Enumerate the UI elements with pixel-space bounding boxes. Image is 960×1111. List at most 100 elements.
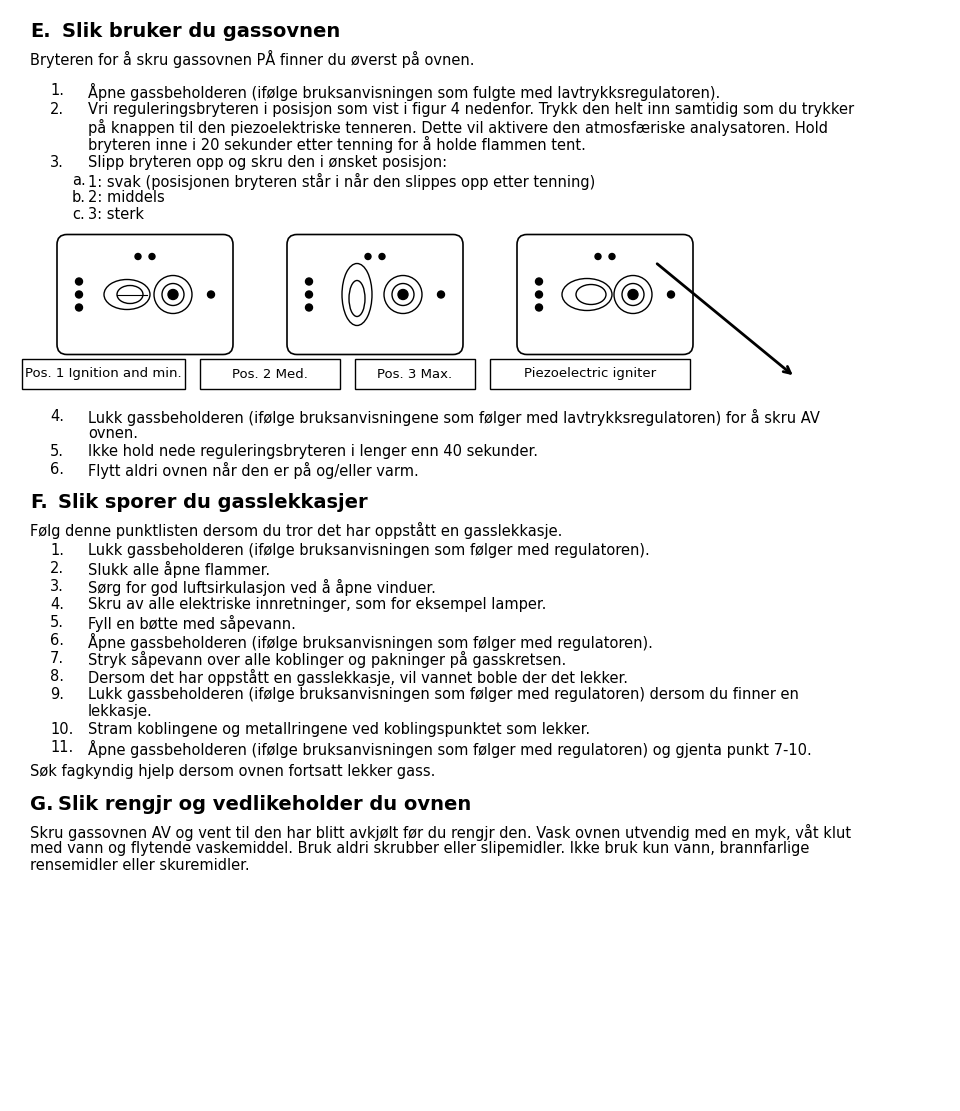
Circle shape bbox=[667, 291, 675, 298]
FancyBboxPatch shape bbox=[517, 234, 693, 354]
Text: lekkasje.: lekkasje. bbox=[88, 704, 153, 719]
FancyBboxPatch shape bbox=[287, 234, 463, 354]
Text: 10.: 10. bbox=[50, 722, 73, 737]
Text: 2.: 2. bbox=[50, 102, 64, 117]
Text: bryteren inne i 20 sekunder etter tenning for å holde flammen tent.: bryteren inne i 20 sekunder etter tennin… bbox=[88, 136, 586, 153]
Text: på knappen til den piezoelektriske tenneren. Dette vil aktivere den atmosfæriske: på knappen til den piezoelektriske tenne… bbox=[88, 119, 828, 136]
Text: Slik sporer du gasslekkasjer: Slik sporer du gasslekkasjer bbox=[58, 493, 368, 512]
Text: 3.: 3. bbox=[50, 156, 64, 170]
Text: Søk fagkyndig hjelp dersom ovnen fortsatt lekker gass.: Søk fagkyndig hjelp dersom ovnen fortsat… bbox=[30, 764, 436, 779]
Text: Ikke hold nede reguleringsbryteren i lenger enn 40 sekunder.: Ikke hold nede reguleringsbryteren i len… bbox=[88, 444, 538, 459]
FancyBboxPatch shape bbox=[200, 359, 340, 389]
Text: Lukk gassbeholderen (ifølge bruksanvisningen som følger med regulatoren) dersom : Lukk gassbeholderen (ifølge bruksanvisni… bbox=[88, 687, 799, 702]
Ellipse shape bbox=[384, 276, 422, 313]
Text: Pos. 1 Ignition and min.: Pos. 1 Ignition and min. bbox=[25, 368, 181, 380]
Text: Sørg for god luftsirkulasjon ved å åpne vinduer.: Sørg for god luftsirkulasjon ved å åpne … bbox=[88, 579, 436, 595]
Ellipse shape bbox=[562, 279, 612, 310]
Text: Skru av alle elektriske innretninger, som for eksempel lamper.: Skru av alle elektriske innretninger, so… bbox=[88, 597, 546, 612]
Ellipse shape bbox=[349, 280, 365, 317]
Circle shape bbox=[609, 253, 615, 260]
Ellipse shape bbox=[162, 283, 184, 306]
Text: 6.: 6. bbox=[50, 633, 64, 648]
Text: Bryteren for å skru gassovnen PÅ finner du øverst på ovnen.: Bryteren for å skru gassovnen PÅ finner … bbox=[30, 50, 474, 68]
Text: G.: G. bbox=[30, 795, 54, 814]
Ellipse shape bbox=[576, 284, 606, 304]
Text: Åpne gassbeholderen (ifølge bruksanvisningen som følger med regulatoren).: Åpne gassbeholderen (ifølge bruksanvisni… bbox=[88, 633, 653, 651]
Circle shape bbox=[536, 304, 542, 311]
Circle shape bbox=[305, 291, 313, 298]
Text: Flytt aldri ovnen når den er på og/eller varm.: Flytt aldri ovnen når den er på og/eller… bbox=[88, 462, 419, 479]
Circle shape bbox=[76, 304, 83, 311]
Text: Stram koblingene og metallringene ved koblingspunktet som lekker.: Stram koblingene og metallringene ved ko… bbox=[88, 722, 590, 737]
Ellipse shape bbox=[117, 286, 143, 303]
Ellipse shape bbox=[392, 283, 414, 306]
Text: 3.: 3. bbox=[50, 579, 64, 594]
Circle shape bbox=[168, 290, 178, 300]
Text: Piezoelectric igniter: Piezoelectric igniter bbox=[524, 368, 656, 380]
Ellipse shape bbox=[614, 276, 652, 313]
Text: Åpne gassbeholderen (ifølge bruksanvisningen som følger med regulatoren) og gjen: Åpne gassbeholderen (ifølge bruksanvisni… bbox=[88, 740, 812, 758]
Text: 1.: 1. bbox=[50, 83, 64, 98]
Circle shape bbox=[536, 291, 542, 298]
Circle shape bbox=[305, 304, 313, 311]
Text: a.: a. bbox=[72, 173, 85, 188]
Text: ovnen.: ovnen. bbox=[88, 426, 138, 441]
Text: med vann og flytende vaskemiddel. Bruk aldri skrubber eller slipemidler. Ikke br: med vann og flytende vaskemiddel. Bruk a… bbox=[30, 841, 809, 855]
Circle shape bbox=[365, 253, 371, 260]
Circle shape bbox=[438, 291, 444, 298]
Text: b.: b. bbox=[72, 190, 86, 206]
FancyBboxPatch shape bbox=[355, 359, 475, 389]
Text: Lukk gassbeholderen (ifølge bruksanvisningen som følger med regulatoren).: Lukk gassbeholderen (ifølge bruksanvisni… bbox=[88, 543, 650, 558]
Text: 4.: 4. bbox=[50, 597, 64, 612]
FancyBboxPatch shape bbox=[22, 359, 185, 389]
Text: Fyll en bøtte med såpevann.: Fyll en bøtte med såpevann. bbox=[88, 615, 296, 632]
Text: 5.: 5. bbox=[50, 615, 64, 630]
Circle shape bbox=[207, 291, 214, 298]
Text: Slik bruker du gassovnen: Slik bruker du gassovnen bbox=[62, 22, 340, 41]
Circle shape bbox=[379, 253, 385, 260]
Text: 1: svak (posisjonen bryteren står i når den slippes opp etter tenning): 1: svak (posisjonen bryteren står i når … bbox=[88, 173, 595, 190]
Text: Lukk gassbeholderen (ifølge bruksanvisningene som følger med lavtrykksregulatore: Lukk gassbeholderen (ifølge bruksanvisni… bbox=[88, 409, 820, 426]
Text: 5.: 5. bbox=[50, 444, 64, 459]
Text: Slik rengjr og vedlikeholder du ovnen: Slik rengjr og vedlikeholder du ovnen bbox=[58, 795, 471, 814]
Text: 1.: 1. bbox=[50, 543, 64, 558]
Circle shape bbox=[398, 290, 408, 300]
Text: Dersom det har oppstått en gasslekkasje, vil vannet boble der det lekker.: Dersom det har oppstått en gasslekkasje,… bbox=[88, 669, 628, 685]
Ellipse shape bbox=[342, 263, 372, 326]
Circle shape bbox=[76, 278, 83, 286]
Text: Skru gassovnen AV og vent til den har blitt avkjølt før du rengjr den. Vask ovne: Skru gassovnen AV og vent til den har bl… bbox=[30, 824, 852, 841]
Text: Pos. 2 Med.: Pos. 2 Med. bbox=[232, 368, 308, 380]
Text: 7.: 7. bbox=[50, 651, 64, 665]
Ellipse shape bbox=[154, 276, 192, 313]
Ellipse shape bbox=[104, 280, 150, 310]
FancyBboxPatch shape bbox=[490, 359, 690, 389]
Text: 2: middels: 2: middels bbox=[88, 190, 165, 206]
Text: 11.: 11. bbox=[50, 740, 73, 755]
Text: 2.: 2. bbox=[50, 561, 64, 575]
Text: Følg denne punktlisten dersom du tror det har oppstått en gasslekkasje.: Følg denne punktlisten dersom du tror de… bbox=[30, 522, 563, 539]
FancyBboxPatch shape bbox=[57, 234, 233, 354]
Text: Pos. 3 Max.: Pos. 3 Max. bbox=[377, 368, 452, 380]
Text: 9.: 9. bbox=[50, 687, 64, 702]
Circle shape bbox=[305, 278, 313, 286]
Circle shape bbox=[595, 253, 601, 260]
Text: c.: c. bbox=[72, 207, 84, 222]
Text: Slipp bryteren opp og skru den i ønsket posisjon:: Slipp bryteren opp og skru den i ønsket … bbox=[88, 156, 447, 170]
Circle shape bbox=[628, 290, 638, 300]
Text: 8.: 8. bbox=[50, 669, 64, 684]
Ellipse shape bbox=[622, 283, 644, 306]
Circle shape bbox=[135, 253, 141, 260]
Text: Stryk såpevann over alle koblinger og pakninger på gasskretsen.: Stryk såpevann over alle koblinger og pa… bbox=[88, 651, 566, 668]
Text: Vri reguleringsbryteren i posisjon som vist i figur 4 nedenfor. Trykk den helt i: Vri reguleringsbryteren i posisjon som v… bbox=[88, 102, 854, 117]
Text: Slukk alle åpne flammer.: Slukk alle åpne flammer. bbox=[88, 561, 270, 578]
Text: Åpne gassbeholderen (ifølge bruksanvisningen som fulgte med lavtrykksregulatoren: Åpne gassbeholderen (ifølge bruksanvisni… bbox=[88, 83, 720, 101]
Text: F.: F. bbox=[30, 493, 48, 512]
Circle shape bbox=[149, 253, 155, 260]
Text: E.: E. bbox=[30, 22, 51, 41]
Circle shape bbox=[536, 278, 542, 286]
Circle shape bbox=[76, 291, 83, 298]
Text: 6.: 6. bbox=[50, 462, 64, 477]
Text: 3: sterk: 3: sterk bbox=[88, 207, 144, 222]
Text: 4.: 4. bbox=[50, 409, 64, 424]
Text: rensemidler eller skuremidler.: rensemidler eller skuremidler. bbox=[30, 858, 250, 873]
